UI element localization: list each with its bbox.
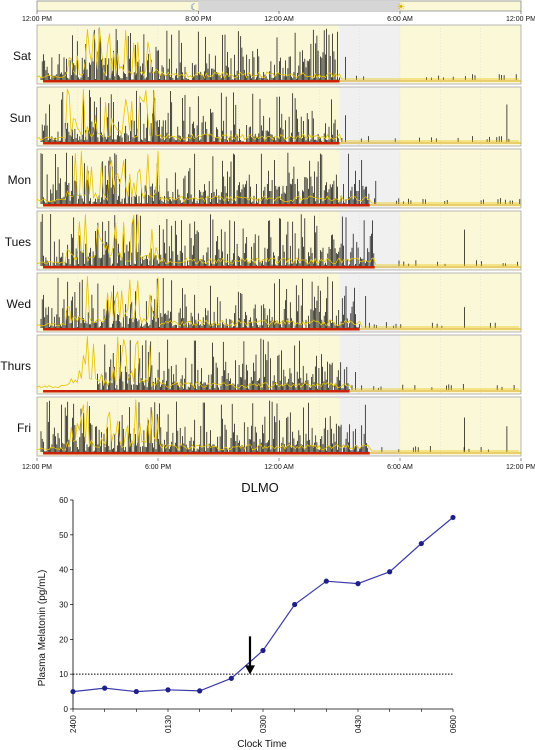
rest-period-shade <box>339 335 400 394</box>
day-label: Fri <box>17 421 31 435</box>
day-row-tues: Tues <box>5 210 522 271</box>
day-row-wed: Wed <box>7 272 522 333</box>
baseline-strip <box>43 142 340 145</box>
dlmo-data-point <box>228 675 234 681</box>
sun-icon: ☀ <box>397 2 406 13</box>
dlmo-onset-arrow-head <box>245 665 255 675</box>
dlmo-y-tick-label: 0 <box>64 705 69 714</box>
dlmo-data-point <box>260 647 266 654</box>
top-bar-tick-label: 12:00 AM <box>264 16 294 23</box>
day-row-mon: Mon <box>8 148 522 209</box>
dlmo-axes: 0 10 20 30 40 50 60 2400 0130 0300 0430 0600 <box>59 496 458 733</box>
rest-period-shade <box>339 25 400 84</box>
dlmo-data-point <box>197 688 203 694</box>
light-trace <box>36 276 519 328</box>
baseline-strip <box>43 204 370 207</box>
dlmo-data-point <box>102 685 108 691</box>
top-bar-tick-label: 12:00 PM <box>506 16 535 23</box>
day-row-sat: Sat <box>13 24 522 85</box>
day-label: Mon <box>8 173 31 187</box>
day-label: Sat <box>13 49 32 63</box>
dlmo-y-tick-label: 60 <box>59 496 68 505</box>
dlmo-y-tick-label: 50 <box>59 531 68 540</box>
actigraphy-chart: ☾ ☀12:00 PM 8:00 PM 12:00 AM 6:00 AM 12:00 PM… <box>0 0 535 470</box>
dlmo-x-tick-label: 2400 <box>69 715 78 733</box>
bottom-tick-label: 12:00 AM <box>264 464 294 470</box>
day-label: Wed <box>7 297 31 311</box>
day-row-sun: Sun <box>10 86 522 147</box>
dlmo-x-tick-label: 0600 <box>449 715 458 733</box>
dlmo-data-point <box>355 581 361 587</box>
bottom-tick-label: 6:00 AM <box>387 464 413 470</box>
dlmo-data-point <box>133 688 139 695</box>
bottom-tick-label: 12:00 PM <box>506 464 535 470</box>
light-trace <box>36 88 519 142</box>
bottom-tick-label: 12:00 PM <box>22 464 52 470</box>
dlmo-series-line <box>72 516 454 693</box>
light-trace <box>36 26 519 80</box>
day-row-fri: Fri <box>17 396 522 457</box>
light-period-shade <box>37 87 521 146</box>
dlmo-y-tick-label: 30 <box>59 601 68 610</box>
dlmo-y-tick-label: 20 <box>59 635 68 644</box>
activity-trace <box>40 152 521 204</box>
baseline-strip <box>43 80 340 83</box>
light-trace <box>36 150 519 204</box>
dlmo-x-tick-label: 0130 <box>164 715 173 733</box>
dlmo-y-tick-label: 40 <box>59 566 68 575</box>
baseline-strip <box>43 390 350 393</box>
day-label: Thurs <box>0 359 31 373</box>
day-label: Tues <box>5 235 31 249</box>
dlmo-data-point <box>450 514 456 521</box>
dlmo-data-point <box>70 688 76 695</box>
day-row-thurs: Thurs <box>0 334 522 395</box>
dlmo-data-point <box>418 540 424 547</box>
dlmo-data-point <box>165 687 171 693</box>
dlmo-y-axis-label: Plasma Melatonin (pg/mL) <box>37 570 48 687</box>
day-rows: Sat Sun Mon Tues Wed Thurs Fri <box>0 24 522 457</box>
light-period-shade <box>37 149 521 208</box>
dlmo-data-point <box>292 601 298 608</box>
day-label: Sun <box>10 111 31 125</box>
dlmo-x-axis-label: Clock Time <box>237 739 287 750</box>
dlmo-x-tick-label: 0300 <box>259 715 268 733</box>
top-bar-tick-label: 8:00 PM <box>185 16 211 23</box>
light-trace <box>36 399 519 452</box>
rest-period-shade <box>339 211 400 270</box>
baseline-strip <box>43 266 375 269</box>
dlmo-title: DLMO <box>241 480 279 495</box>
dlmo-chart: DLMO 0 10 20 30 40 50 60 2400 0130 0300 0430 0600 P… <box>37 480 458 750</box>
baseline-strip <box>43 452 370 455</box>
light-trace <box>36 214 519 266</box>
bottom-tick-label: 6:00 PM <box>145 464 171 470</box>
bottom-time-axis: 12:00 PM 6:00 PM 12:00 AM 6:00 AM 12:00 PM <box>22 458 535 470</box>
top-bar-night-shade <box>198 1 400 11</box>
activity-trace <box>40 276 496 328</box>
dlmo-data-point <box>387 569 393 575</box>
moon-icon: ☾ <box>190 2 198 12</box>
light-period-shade <box>37 273 521 332</box>
rest-period-shade <box>339 87 400 146</box>
rest-period-shade <box>339 273 400 332</box>
top-time-bar: ☾ ☀ 12:00 PM 8:00 PM 12:00 AM 6:00 AM 12:00 PM <box>22 0 535 23</box>
activity-trace <box>97 338 515 390</box>
light-period-shade <box>37 211 521 270</box>
top-bar-tick-label: 12:00 PM <box>22 16 52 23</box>
dlmo-x-tick-label: 0430 <box>354 715 363 733</box>
dlmo-y-tick-label: 10 <box>59 670 68 679</box>
dlmo-data-point <box>323 578 329 584</box>
top-bar-tick-label: 6:00 AM <box>387 16 413 23</box>
light-trace <box>36 336 519 390</box>
baseline-strip <box>43 328 360 331</box>
